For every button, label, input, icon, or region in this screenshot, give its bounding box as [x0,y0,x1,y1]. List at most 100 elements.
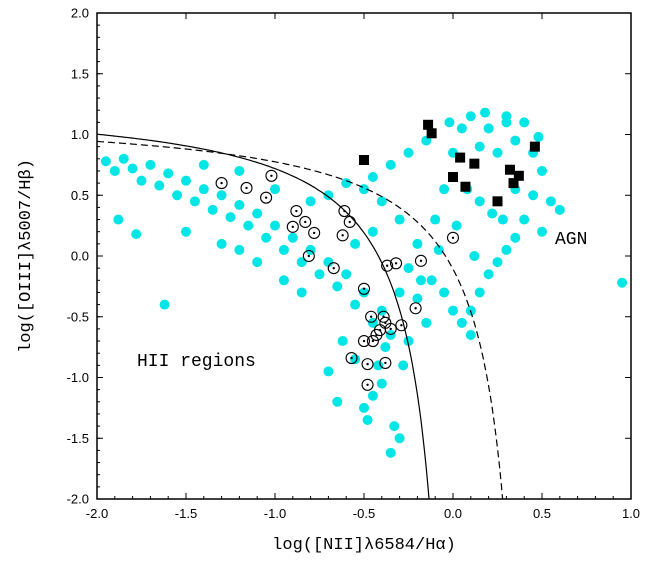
hii-region-marker [357,282,371,295]
x-axis-title: log([NII]λ6584/Hα) [272,536,456,555]
cloud-point [444,117,455,128]
hii-region-marker [357,334,371,348]
y-tick-label: -1.0 [67,370,89,385]
cloud-point [270,184,280,195]
cloud-point [385,447,396,458]
cloud-point [350,238,361,249]
cloud-point [136,175,147,186]
x-tick-label: 0.0 [444,506,462,521]
agn-marker [460,181,471,192]
hii-region-marker [381,259,394,272]
cloud-point [159,299,170,310]
hii-region-marker [446,231,460,244]
cloud-point [394,433,405,444]
plot-area [97,107,628,499]
hii-region-marker [379,356,392,369]
agn-marker [469,158,480,169]
hii-region-marker [414,254,428,267]
cloud-point [243,220,254,231]
agn-marker [529,141,540,152]
cloud-point [385,329,396,340]
cloud-point [403,336,414,347]
cloud-point [163,168,174,179]
cloud-point [430,214,441,225]
cloud-point [617,277,628,288]
cloud-point [474,141,485,152]
cloud-point [109,165,120,176]
cloud-point [373,360,384,371]
hii-region-marker [345,352,358,365]
cloud-point [332,396,343,407]
cloud-point [367,390,378,401]
cloud-point [154,180,165,191]
cloud-point [501,111,512,122]
cloud-point [181,175,191,186]
cloud-point [519,214,530,225]
cloud-point [403,263,414,274]
cloud-point [483,123,494,134]
cloud-point [501,244,512,255]
cloud-point [474,196,485,207]
hii-region-marker [409,302,422,315]
hii-region-marker [215,177,228,190]
cloud-point [225,212,236,223]
cloud-point [367,172,378,183]
cloud-point [350,299,361,310]
y-axis-ticks: -2.0 -1.5 -1.0 -0.5 0.0 0.5 1.0 1.5 2.0 [67,6,631,507]
cloud-point [394,214,405,225]
cloud-point [341,178,352,189]
cloud-point [415,275,426,286]
agn-marker [448,172,458,183]
hii-region-marker [365,310,378,323]
cloud-point [528,190,539,201]
cloud-point [337,336,348,347]
cloud-point [492,257,503,268]
y-tick-label: -0.5 [67,309,89,324]
cloud-point [296,257,307,268]
cloud-point [545,196,556,207]
cloud-point [113,214,124,225]
cloud-point [198,184,209,195]
cloud-point [362,415,373,426]
cloud-point [480,107,491,118]
cloud-point [172,190,183,201]
cloud-point [439,287,450,298]
cloud-point [483,269,494,280]
cloud-point [252,208,263,219]
agn-marker [423,119,434,130]
cloud-point [510,232,521,243]
hii-region-marker [338,204,351,218]
cloud-point [554,204,565,215]
agn-marker [359,155,369,166]
cloud-point [385,159,396,170]
cloud-point [474,287,485,298]
cloud-point [296,287,307,298]
cloud-point [394,287,405,298]
hii-region-marker [366,334,379,348]
hii-region-marker [370,328,383,342]
cloud-point [118,153,129,164]
cloud-point [412,238,423,249]
cloud-point [497,214,508,225]
x-tick-label: 0.5 [533,506,551,521]
hii-region-marker [260,191,273,204]
cloud-point [492,147,503,158]
hii-region-marker [299,215,312,229]
agn-marker [504,164,515,175]
hii-region-marker [343,215,356,229]
cloud-point [278,244,289,255]
cloud-point [314,269,325,280]
x-axis-ticks: -2.0 -1.5 -1.0 -0.5 0.0 0.5 1.0 [86,13,640,521]
cloud-point [456,123,467,134]
cloud-point [376,196,387,207]
cloud-point [216,238,227,249]
cloud-point [216,190,227,201]
hii-region-marker [290,204,303,218]
cloud-point [234,199,245,210]
cloud-point [323,366,334,377]
y-tick-label: 0.0 [71,249,89,264]
cloud-point [261,232,272,243]
hii-region-marker [302,249,315,263]
cloud-point [421,317,432,328]
